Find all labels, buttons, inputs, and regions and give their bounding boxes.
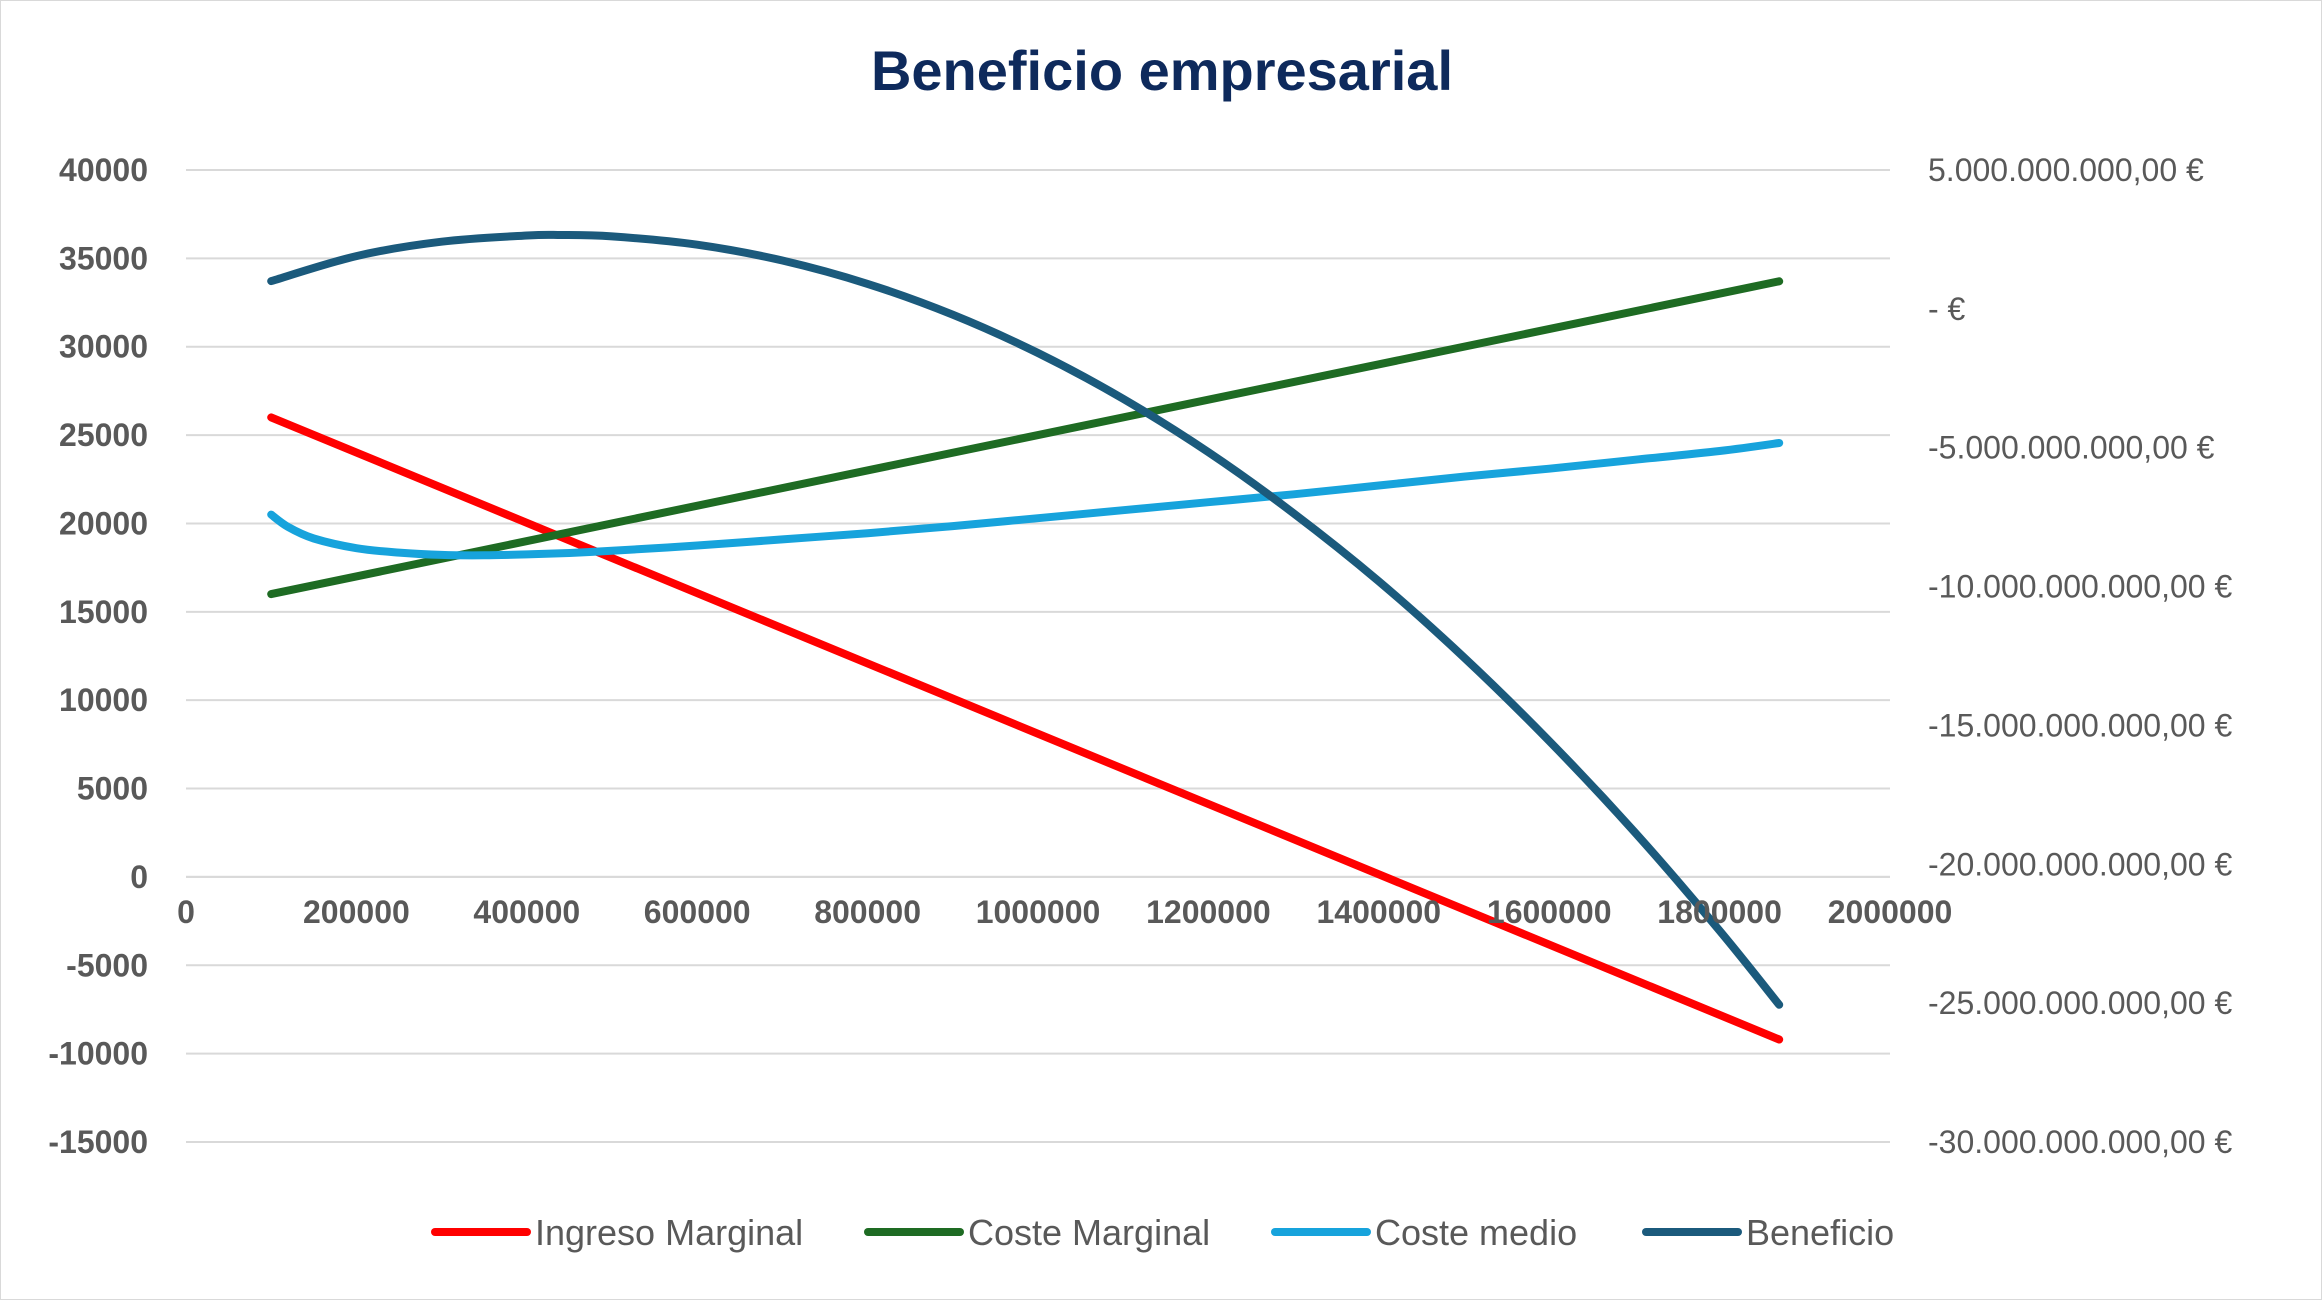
y-left-tick-label: 20000 [59,505,148,541]
y-left-tick-label: 25000 [59,417,148,453]
y-right-tick-label: -25.000.000.000,00 € [1928,985,2232,1021]
y-right-tick-label: - € [1928,291,1966,327]
left-axis-ticks: 40000 35000 30000 25000 20000 15000 10000 5000 0… [48,152,148,1160]
x-tick-label: 2000000 [1828,894,1953,930]
x-tick-label: 600000 [644,894,751,930]
x-tick-label: 1600000 [1487,894,1612,930]
x-axis-ticks: 0 200000 400000 600000 800000 1000000 1200000 1… [177,894,1952,930]
chart-title: Beneficio empresarial [870,39,1454,102]
series-line-coste-medio [267,439,1784,560]
right-axis-ticks: 5.000.000.000,00 € - € -5.000.000.000,00 €… [1928,152,2232,1160]
series-lines [267,230,1784,1044]
series-line-coste-marginal [267,277,1784,599]
y-left-tick-label: 35000 [59,240,148,276]
x-tick-label: 400000 [473,894,580,930]
x-tick-label: 1000000 [976,894,1101,930]
x-tick-label: 0 [177,894,195,930]
legend-label: Coste Marginal [968,1212,1210,1253]
legend-label: Ingreso Marginal [535,1212,803,1253]
y-right-tick-label: -30.000.000.000,00 € [1928,1124,2232,1160]
y-right-tick-label: -15.000.000.000,00 € [1928,707,2232,743]
series-line-beneficio [267,230,1784,1009]
x-tick-label: 1200000 [1146,894,1271,930]
y-left-tick-label: -5000 [66,947,148,983]
y-left-tick-label: 40000 [59,152,148,188]
y-left-tick-label: 5000 [77,771,148,807]
y-left-tick-label: 0 [130,859,148,895]
y-right-tick-label: -5.000.000.000,00 € [1928,430,2215,466]
y-left-tick-label: 15000 [59,594,148,630]
y-left-tick-label: -10000 [48,1036,148,1072]
x-tick-label: 200000 [303,894,410,930]
series-line-ingreso-marginal [267,413,1784,1044]
y-left-tick-label: 10000 [59,682,148,718]
legend: Ingreso Marginal Coste Marginal Coste medi… [431,1212,1894,1253]
legend-label: Beneficio [1746,1212,1894,1253]
x-tick-label: 1800000 [1657,894,1782,930]
x-tick-label: 800000 [814,894,921,930]
legend-label: Coste medio [1375,1212,1577,1253]
gridlines [186,169,1890,1143]
x-tick-label: 1400000 [1317,894,1442,930]
y-left-tick-label: 30000 [59,329,148,365]
y-left-tick-label: -15000 [48,1124,148,1160]
y-right-tick-label: -20.000.000.000,00 € [1928,846,2232,882]
y-right-tick-label: -10.000.000.000,00 € [1928,569,2232,605]
y-right-tick-label: 5.000.000.000,00 € [1928,152,2204,188]
